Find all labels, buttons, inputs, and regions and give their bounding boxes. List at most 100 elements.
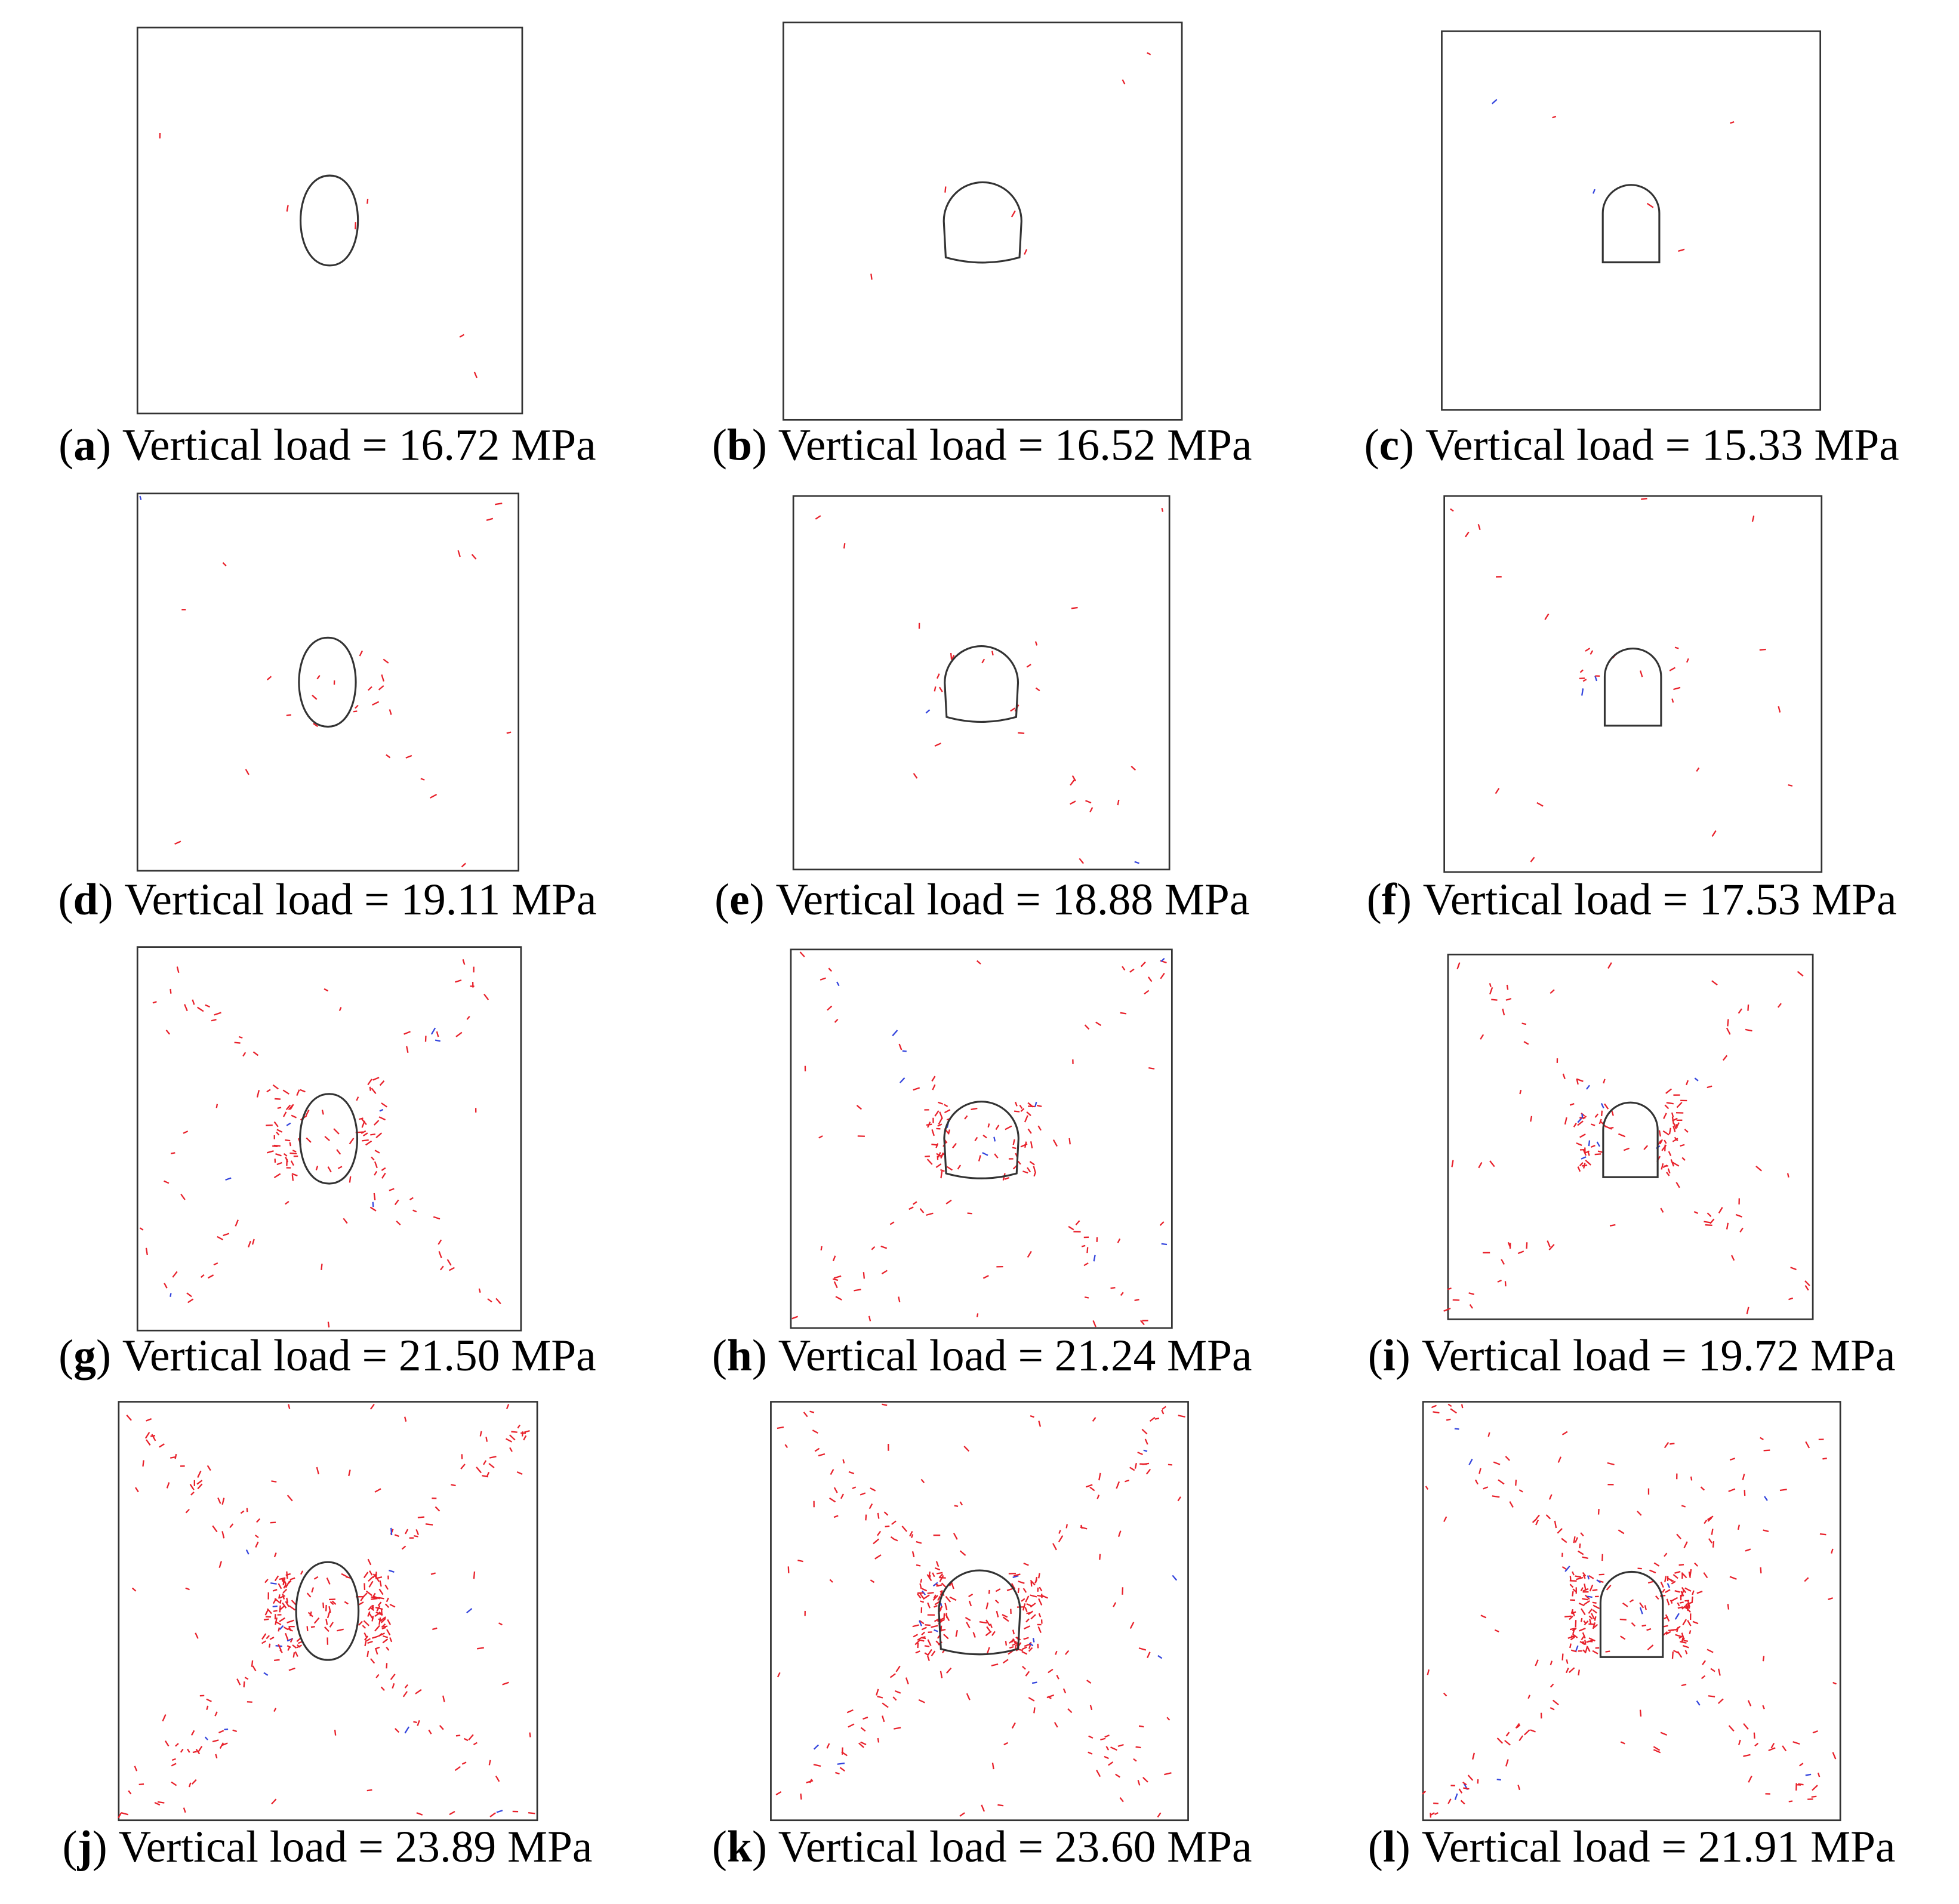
crack — [483, 993, 489, 1000]
crack — [333, 1128, 340, 1135]
crack — [967, 1212, 972, 1215]
crack — [286, 205, 289, 212]
crack — [923, 1594, 930, 1600]
crack — [1166, 1717, 1171, 1721]
crack — [435, 1506, 441, 1512]
crack — [1569, 1643, 1572, 1649]
crack — [186, 1292, 192, 1298]
crack — [1570, 1637, 1575, 1641]
crack — [920, 1478, 925, 1483]
crack — [1117, 1238, 1121, 1243]
crack — [1572, 1634, 1578, 1638]
panel-label: (j) — [62, 1822, 107, 1872]
crack — [150, 1435, 156, 1437]
crack — [1671, 1597, 1678, 1602]
crack — [1790, 1267, 1797, 1271]
crack — [1075, 1220, 1080, 1225]
crack — [1662, 1164, 1668, 1168]
crack — [273, 1121, 279, 1127]
crack — [939, 1111, 943, 1119]
crack — [1535, 1520, 1539, 1526]
crack — [471, 554, 477, 560]
crack — [1593, 189, 1595, 194]
crack — [368, 1580, 374, 1588]
crack — [1004, 1176, 1010, 1180]
crack — [1588, 1640, 1593, 1643]
crack — [1052, 1543, 1057, 1551]
crack — [944, 1109, 951, 1114]
crack — [306, 1592, 312, 1598]
crack — [1643, 1145, 1649, 1150]
crack — [383, 1625, 388, 1628]
crack — [1576, 1078, 1579, 1085]
crack — [1422, 1791, 1427, 1795]
crack — [898, 1296, 901, 1302]
tunnel-outline — [295, 1561, 360, 1661]
crack — [1662, 1130, 1670, 1136]
crack — [373, 1193, 376, 1201]
crack — [1089, 1705, 1093, 1711]
crack — [315, 1166, 319, 1170]
crack — [138, 1783, 144, 1786]
crack — [343, 1218, 348, 1224]
crack — [799, 951, 805, 957]
crack — [982, 1275, 989, 1279]
crack — [940, 1153, 945, 1157]
crack — [1804, 1285, 1809, 1291]
panel-label: (a) — [58, 420, 111, 470]
crack — [1515, 1723, 1520, 1729]
crack — [937, 1123, 942, 1127]
crack — [1141, 1428, 1148, 1435]
caption-text: Vertical load = 19.11 MPa — [124, 875, 596, 925]
crack — [1085, 800, 1092, 804]
crack — [1131, 765, 1136, 771]
crack — [877, 1512, 880, 1519]
crack — [976, 1313, 979, 1317]
crack — [1668, 1151, 1672, 1156]
crack — [290, 1160, 294, 1166]
crack — [289, 1142, 291, 1147]
crack — [1584, 1583, 1587, 1591]
crack — [936, 1572, 943, 1575]
crack — [1465, 531, 1470, 538]
crack — [1707, 1649, 1714, 1653]
crack — [1035, 687, 1040, 692]
crack — [1661, 1144, 1667, 1151]
crack — [968, 1600, 972, 1607]
crack — [985, 1619, 991, 1626]
crack — [381, 1626, 386, 1629]
crack — [279, 1617, 285, 1622]
crack — [1786, 1173, 1789, 1178]
crack — [1620, 1741, 1625, 1745]
crack — [1037, 1643, 1039, 1649]
crack — [1704, 1221, 1711, 1224]
crack — [1012, 1575, 1019, 1578]
crack — [1677, 1651, 1683, 1658]
crack — [1084, 1024, 1090, 1030]
crack — [1030, 1614, 1036, 1620]
crack — [174, 1453, 177, 1459]
tunnel-outline — [942, 181, 1022, 264]
crack — [1027, 1610, 1033, 1615]
crack — [1684, 1587, 1692, 1592]
crack — [331, 1600, 337, 1605]
crack — [413, 1721, 417, 1724]
crack — [338, 1007, 342, 1011]
crack — [288, 1404, 291, 1409]
crack — [171, 1758, 176, 1761]
crack — [442, 1695, 445, 1702]
crack — [1516, 1724, 1521, 1729]
crack — [1661, 1163, 1664, 1170]
crack — [1009, 1639, 1014, 1644]
crack — [1585, 1150, 1590, 1154]
crack — [288, 1667, 295, 1671]
panel-label: (d) — [58, 875, 113, 925]
crack — [1653, 1562, 1660, 1567]
crack — [994, 1153, 999, 1159]
crack — [1607, 1462, 1615, 1466]
crack — [271, 1798, 277, 1805]
crack — [1619, 1618, 1627, 1620]
crack — [483, 1460, 487, 1465]
crack — [1582, 1163, 1586, 1169]
crack — [1726, 1027, 1731, 1035]
